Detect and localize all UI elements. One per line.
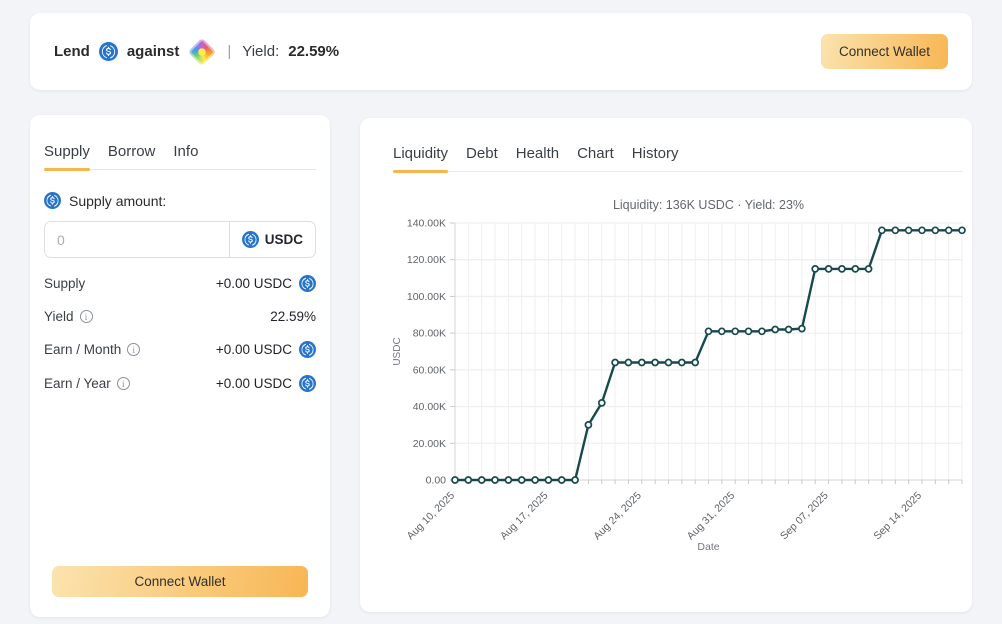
svg-text:Sep 07, 2025: Sep 07, 2025	[778, 490, 831, 543]
yield-stat-row: Yield 22.59%	[44, 309, 316, 324]
svg-text:Liquidity: 136K USDC · Yield:: Liquidity: 136K USDC · Yield: 23%	[613, 198, 804, 212]
earn-month-stat-row: Earn / Month +0.00 USDC	[44, 341, 316, 358]
earn-year-value: +0.00 USDC	[215, 376, 292, 391]
supply-stat-row: Supply +0.00 USDC	[44, 275, 316, 292]
tab-supply[interactable]: Supply	[44, 143, 90, 171]
info-icon[interactable]	[116, 377, 130, 390]
header-bar: Lend against | Yield: 22.59% Connect Wal…	[30, 13, 972, 90]
svg-text:Date: Date	[697, 541, 719, 553]
chart-panel: Liquidity Debt Health Chart History 0.00…	[360, 118, 972, 612]
svg-text:Aug 31, 2025: Aug 31, 2025	[685, 490, 738, 543]
collateral-token-icon	[188, 37, 217, 66]
supply-panel: Supply Borrow Info Supply amount: USDC S…	[30, 115, 330, 617]
earn-year-stat-row: Earn / Year +0.00 USDC	[44, 375, 316, 392]
supply-row-value: +0.00 USDC	[215, 276, 292, 291]
supply-amount-label-row: Supply amount:	[44, 192, 316, 209]
supply-amount-field: USDC	[44, 221, 316, 258]
svg-text:40.00K: 40.00K	[413, 401, 446, 413]
svg-text:20.00K: 20.00K	[413, 438, 446, 450]
tab-chart[interactable]: Chart	[577, 145, 614, 162]
svg-text:120.00K: 120.00K	[407, 254, 446, 266]
tab-info[interactable]: Info	[173, 143, 199, 160]
lend-label: Lend	[54, 43, 90, 60]
currency-label: USDC	[264, 232, 303, 247]
tab-history[interactable]: History	[631, 145, 679, 162]
liquidity-chart: 0.00 20.00K 40.00K 60.00K 80.00K 100.00K 120.0…	[360, 193, 972, 568]
usdc-icon	[98, 42, 118, 61]
usdc-icon	[241, 231, 259, 248]
svg-text:0.00: 0.00	[426, 475, 447, 487]
connect-wallet-button[interactable]: Connect Wallet	[820, 34, 948, 69]
yield-value: 22.59%	[288, 43, 340, 60]
tab-health[interactable]: Health	[515, 145, 560, 162]
input-currency-suffix: USDC	[228, 222, 315, 257]
info-icon[interactable]	[79, 310, 93, 323]
svg-text:140.00K: 140.00K	[407, 218, 446, 230]
supply-panel-tabs: Supply Borrow Info	[44, 143, 316, 171]
tab-liquidity[interactable]: Liquidity	[393, 145, 449, 173]
svg-text:Aug 10, 2025: Aug 10, 2025	[404, 490, 457, 543]
svg-text:80.00K: 80.00K	[413, 328, 446, 340]
supply-row-label: Supply	[44, 276, 86, 291]
usdc-icon	[299, 341, 316, 358]
usdc-icon	[44, 192, 61, 209]
tab-debt[interactable]: Debt	[466, 145, 498, 162]
chart-panel-tabs: Liquidity Debt Health Chart History	[393, 145, 962, 173]
svg-text:Sep 14, 2025: Sep 14, 2025	[871, 490, 924, 543]
yield-row-label: Yield	[44, 309, 74, 324]
info-icon[interactable]	[127, 343, 141, 356]
market-pair: Lend against | Yield: 22.59%	[54, 37, 340, 66]
svg-text:USDC: USDC	[392, 337, 403, 365]
svg-text:100.00K: 100.00K	[407, 291, 446, 303]
earn-year-label: Earn / Year	[44, 376, 111, 391]
liquidity-line-chart: 0.00 20.00K 40.00K 60.00K 80.00K 100.00K 120.0…	[392, 198, 966, 553]
yield-row-value: 22.59%	[270, 309, 316, 324]
header-divider: |	[227, 43, 232, 60]
supply-amount-input[interactable]	[45, 222, 229, 257]
connect-wallet-button[interactable]: Connect Wallet	[52, 566, 308, 597]
earn-month-value: +0.00 USDC	[215, 342, 292, 357]
supply-amount-label: Supply amount:	[69, 192, 167, 209]
yield-label: Yield:	[242, 43, 280, 60]
earn-month-label: Earn / Month	[44, 342, 122, 357]
usdc-icon	[299, 275, 316, 292]
svg-text:60.00K: 60.00K	[413, 364, 446, 376]
usdc-icon	[299, 375, 316, 392]
against-label: against	[126, 43, 180, 60]
svg-text:Aug 17, 2025: Aug 17, 2025	[498, 490, 551, 543]
svg-text:Aug 24, 2025: Aug 24, 2025	[591, 490, 644, 543]
tab-borrow[interactable]: Borrow	[107, 143, 156, 160]
